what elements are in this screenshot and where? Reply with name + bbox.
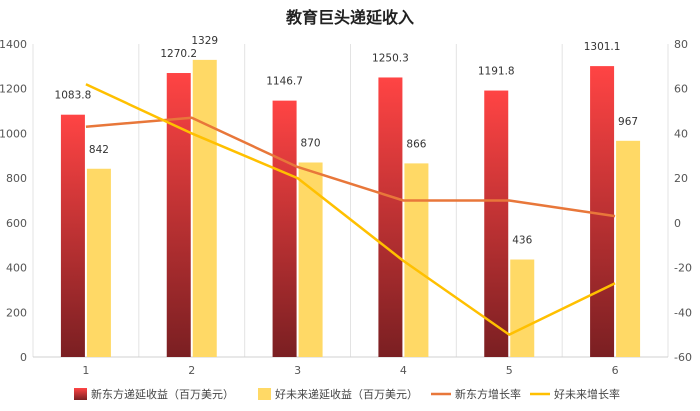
y-left-tick-label: 1000 xyxy=(0,127,27,140)
line-tal-growth xyxy=(85,83,616,336)
bar-value-label: 842 xyxy=(89,144,109,156)
bar-xdf xyxy=(378,77,403,358)
bar-xdf xyxy=(590,66,615,358)
y-right-tick-label: 0 xyxy=(674,217,681,230)
legend: 新东方递延收益（百万美元） 好未来递延收益（百万美元） 新东方增长率 好未来增长率 xyxy=(74,387,620,401)
y-right-tick-label: -20 xyxy=(674,262,692,275)
legend-swatch xyxy=(74,388,87,400)
legend-swatch xyxy=(258,388,271,400)
bar-value-label: 866 xyxy=(406,138,426,150)
x-tick-label: 5 xyxy=(506,364,513,377)
y-left-tick-label: 400 xyxy=(6,262,27,275)
bar-value-label: 1270.2 xyxy=(160,48,197,60)
bar-xdf xyxy=(272,100,297,357)
y-right-tick-label: -60 xyxy=(674,351,692,364)
bar-value-label: 1083.8 xyxy=(55,90,92,102)
chart-title: 教育巨头递延收入 xyxy=(285,8,414,27)
y-right-tick-label: 40 xyxy=(674,127,688,140)
bar-value-label: 1250.3 xyxy=(372,52,409,64)
bar-value-label: 1329 xyxy=(191,35,218,47)
legend-label: 新东方递延收益（百万美元） xyxy=(91,387,234,401)
y-left-tick-label: 800 xyxy=(6,172,27,185)
lines xyxy=(85,83,616,336)
y-left-tick-label: 200 xyxy=(6,306,27,319)
grid-lines xyxy=(32,44,669,357)
x-tick-label: 3 xyxy=(294,364,301,377)
y-left-tick-label: 1400 xyxy=(0,38,27,51)
bar-value-label: 1301.1 xyxy=(584,41,621,53)
bar-xdf xyxy=(166,73,191,358)
axes: 0 200 400 600 800 1000 1200 1400 -60 -40 -20 0 20 40 6… xyxy=(0,38,692,377)
bar-value-label: 436 xyxy=(512,235,532,247)
bar-tal xyxy=(616,140,641,357)
legend-label: 好未来增长率 xyxy=(554,387,620,401)
legend-label: 好未来递延收益（百万美元） xyxy=(275,387,418,401)
x-tick-label: 2 xyxy=(188,364,195,377)
y-left-tick-label: 600 xyxy=(6,217,27,230)
bar-tal xyxy=(192,59,217,358)
y-right-tick-label: 60 xyxy=(674,83,688,96)
bar-tal xyxy=(86,168,111,357)
x-tick-label: 1 xyxy=(82,364,89,377)
bar-tal xyxy=(510,259,535,357)
bar-tal xyxy=(404,163,429,357)
y-right-tick-label: 80 xyxy=(674,38,688,51)
bar-value-label: 870 xyxy=(301,137,321,149)
data-labels: 1083.8 1270.2 1146.7 1250.3 1191.8 1301.1 842 1… xyxy=(55,35,639,247)
y-right-tick-label: 20 xyxy=(674,172,688,185)
y-left-tick-label: 0 xyxy=(20,351,27,364)
legend-label: 新东方增长率 xyxy=(455,387,521,401)
y-left-tick-label: 1200 xyxy=(0,83,27,96)
y-right-tick-label: -40 xyxy=(674,306,692,319)
x-tick-label: 4 xyxy=(400,364,407,377)
x-tick-label: 6 xyxy=(612,364,619,377)
bar-value-label: 1146.7 xyxy=(266,76,303,88)
line-xdf-growth xyxy=(85,116,616,218)
bar-xdf xyxy=(60,114,85,357)
bar-tal xyxy=(298,162,323,357)
bar-xdf xyxy=(484,90,509,357)
bar-value-label: 1191.8 xyxy=(478,66,515,78)
bar-value-label: 967 xyxy=(618,116,638,128)
